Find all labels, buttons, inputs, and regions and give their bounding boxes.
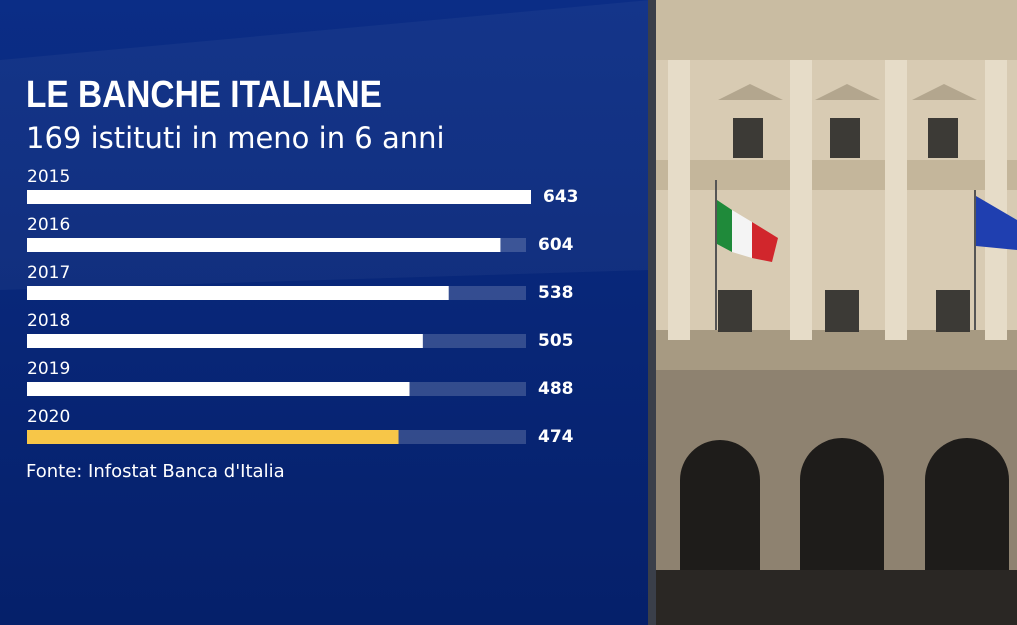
value-label: 643	[543, 187, 579, 207]
source-note: Fonte: Infostat Banca d'Italia	[26, 461, 285, 482]
bar	[27, 286, 449, 300]
category-label: 2015	[27, 167, 70, 187]
bar	[27, 190, 531, 204]
bar	[27, 382, 410, 396]
bar	[27, 334, 423, 348]
value-label: 604	[538, 235, 574, 255]
panel-sheen	[0, 0, 650, 290]
photo	[656, 0, 1017, 625]
category-label: 2017	[27, 263, 70, 283]
category-label: 2018	[27, 311, 70, 331]
category-label: 2019	[27, 359, 70, 379]
bar	[27, 238, 501, 252]
chart-title: LE BANCHE ITALIANE	[26, 73, 382, 115]
chart-subtitle: 169 istituti in meno in 6 anni	[26, 121, 445, 155]
value-label: 505	[538, 331, 574, 351]
value-label: 488	[538, 379, 574, 399]
value-label: 474	[538, 427, 574, 447]
category-label: 2020	[27, 407, 70, 427]
panel-background	[0, 0, 650, 625]
divider	[648, 0, 656, 625]
bar	[27, 430, 399, 444]
value-label: 538	[538, 283, 574, 303]
category-label: 2016	[27, 215, 70, 235]
